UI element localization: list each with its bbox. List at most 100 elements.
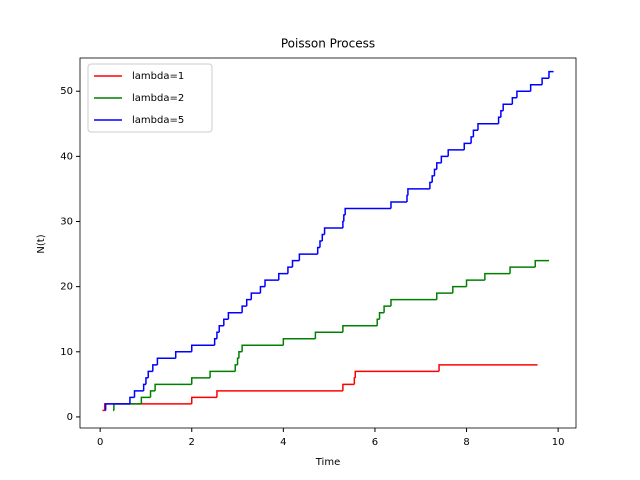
step-segment xyxy=(154,383,192,391)
step-segment xyxy=(390,201,408,209)
step-segment xyxy=(477,123,499,131)
y-tick-label: 20 xyxy=(60,282,73,293)
step-segment xyxy=(440,155,449,163)
step-segment xyxy=(209,370,236,378)
step-segment xyxy=(438,364,538,372)
step-segment xyxy=(103,403,192,411)
x-tick-label: 4 xyxy=(280,437,286,448)
series-line xyxy=(104,70,554,412)
legend-label: lambda=5 xyxy=(132,115,184,126)
step-segment xyxy=(433,168,437,176)
step-segment xyxy=(282,338,316,346)
step-segment xyxy=(156,357,176,365)
step-segment xyxy=(113,403,142,411)
step-segment xyxy=(342,383,355,391)
step-segment xyxy=(259,285,266,294)
step-segment xyxy=(406,194,408,202)
step-segment xyxy=(383,305,391,313)
step-segment xyxy=(472,129,478,137)
step-segment xyxy=(250,292,261,300)
y-tick-label: 10 xyxy=(60,347,73,358)
y-tick-label: 40 xyxy=(60,151,73,162)
plot-frame xyxy=(79,57,577,429)
step-segment xyxy=(321,233,325,242)
step-segment xyxy=(223,318,229,326)
step-segment xyxy=(429,181,433,189)
step-segment xyxy=(342,220,344,229)
legend-box xyxy=(87,63,213,133)
series-line xyxy=(102,364,538,412)
step-segment xyxy=(190,377,211,385)
step-segment xyxy=(129,396,135,404)
step-segment xyxy=(511,96,517,105)
step-segment xyxy=(147,370,153,378)
x-tick-label: 6 xyxy=(372,437,378,448)
step-segment xyxy=(190,396,217,404)
step-segment xyxy=(238,351,243,359)
step-segment xyxy=(534,259,549,268)
step-segment xyxy=(502,103,513,111)
y-axis-label: N(t) xyxy=(36,234,47,253)
step-segment xyxy=(509,266,536,274)
step-segment xyxy=(236,357,239,365)
step-segment xyxy=(213,338,217,346)
step-segment xyxy=(241,305,247,313)
step-segment xyxy=(216,331,220,339)
step-segment xyxy=(463,142,472,150)
step-segment xyxy=(500,110,504,118)
step-segment xyxy=(447,149,465,157)
step-segment xyxy=(354,370,440,378)
step-segment xyxy=(431,175,435,183)
step-segment xyxy=(133,390,144,398)
step-segment xyxy=(497,116,501,124)
step-segment xyxy=(264,279,279,287)
step-segment xyxy=(174,351,192,359)
step-segment xyxy=(465,279,485,287)
step-segment xyxy=(353,377,356,385)
step-segment xyxy=(145,377,149,385)
legend-label: lambda=1 xyxy=(132,71,184,82)
step-segment xyxy=(104,403,130,411)
step-segment xyxy=(216,390,343,398)
step-segment xyxy=(218,324,224,333)
step-segment xyxy=(241,344,284,352)
step-segment xyxy=(291,259,300,268)
step-segment xyxy=(343,214,346,222)
step-segment xyxy=(316,246,320,255)
step-segment xyxy=(541,77,549,85)
step-segment xyxy=(378,311,385,320)
step-segment xyxy=(436,162,442,170)
y-tick-label: 30 xyxy=(60,217,73,228)
step-segment xyxy=(314,331,343,339)
chart-title: Poisson Process xyxy=(281,37,375,51)
y-tick-label: 50 xyxy=(60,86,73,97)
step-segment xyxy=(234,364,238,372)
x-tick-label: 0 xyxy=(97,437,103,448)
step-segment xyxy=(142,383,146,391)
step-segment xyxy=(287,266,293,274)
step-segment xyxy=(298,253,318,261)
step-segment xyxy=(390,298,437,307)
step-segment xyxy=(227,311,243,320)
step-segment xyxy=(319,240,323,248)
step-segment xyxy=(436,292,453,300)
y-tick-label: 0 xyxy=(67,412,73,423)
step-segment xyxy=(245,298,252,307)
step-segment xyxy=(516,90,531,98)
step-segment xyxy=(529,83,543,92)
legend-label: lambda=2 xyxy=(132,93,184,104)
step-segment xyxy=(152,364,158,372)
step-segment xyxy=(484,272,511,281)
step-segment xyxy=(140,396,151,404)
series-line xyxy=(112,259,549,412)
x-tick-label: 10 xyxy=(552,437,565,448)
step-segment xyxy=(344,207,391,215)
step-segment xyxy=(470,136,474,144)
step-segment xyxy=(376,318,380,326)
step-segment xyxy=(278,272,288,281)
step-segment xyxy=(149,390,156,398)
step-segment xyxy=(452,285,467,294)
x-tick-label: 2 xyxy=(189,437,195,448)
step-segment xyxy=(407,188,430,196)
x-tick-label: 8 xyxy=(463,437,469,448)
